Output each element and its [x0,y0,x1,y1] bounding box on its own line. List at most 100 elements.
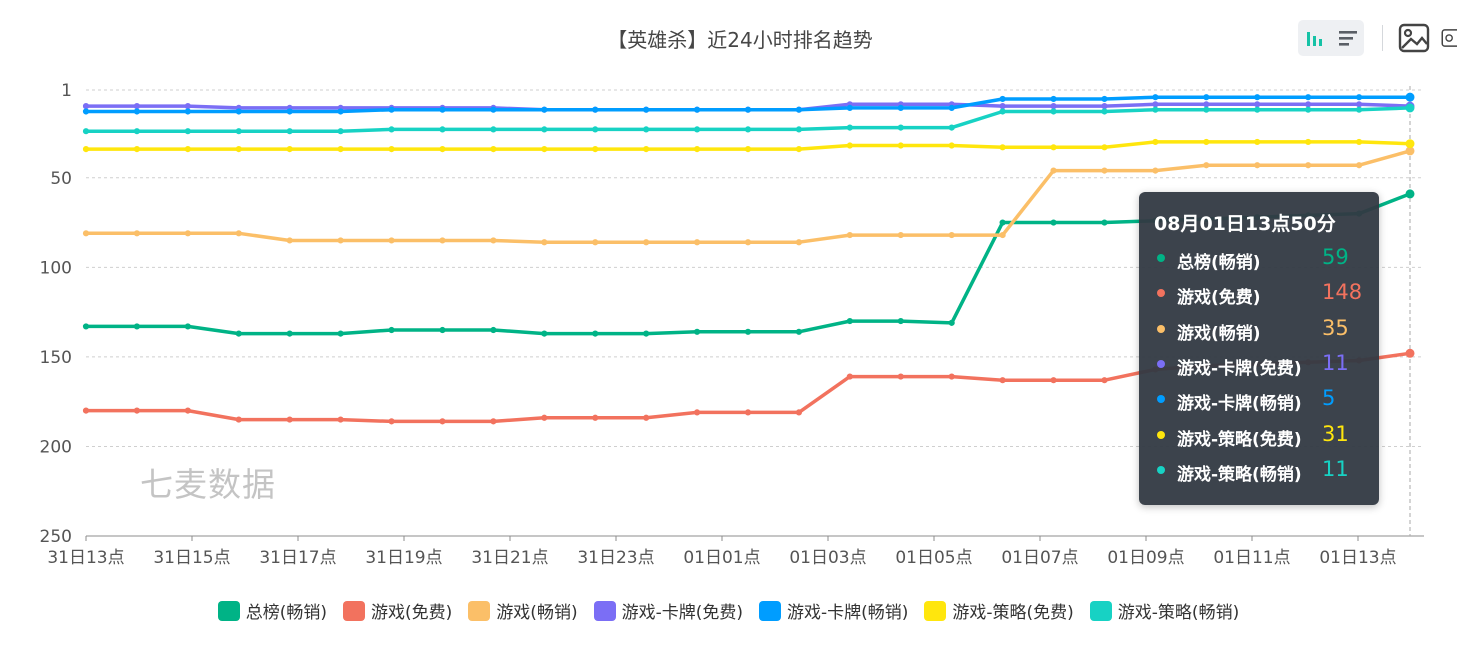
data-point [286,108,293,115]
data-point [795,126,803,133]
data-point [541,239,548,246]
series-6 [82,138,1415,153]
tooltip-dot [1157,254,1165,262]
data-point [388,126,395,133]
y-tick-label: 250 [40,527,72,547]
data-point [82,407,90,414]
data-point [592,414,599,421]
data-point [439,126,446,133]
x-tick-label: 01日13点 [1319,548,1396,568]
tooltip-value: 59 [1322,245,1349,269]
data-point [948,104,955,112]
data-point [999,231,1006,239]
tooltip-series-name: 游戏(畅销) [1177,323,1261,344]
data-point [1152,101,1159,108]
data-point [235,128,242,135]
series-3 [82,146,1415,246]
data-point [795,106,803,113]
data-point [82,146,90,153]
data-point [897,104,904,112]
data-point [1405,348,1415,358]
data-point [1101,103,1108,110]
data-point [541,330,548,337]
tooltip-series-name: 总榜(畅销) [1177,253,1261,273]
data-point [337,128,344,135]
data-point [1405,103,1415,113]
data-point [337,108,344,115]
data-point [592,239,599,246]
data-point [1152,94,1159,101]
x-tick-label: 31日21点 [471,548,548,568]
data-point [948,231,955,239]
data-point [133,407,141,414]
data-point [948,373,955,380]
data-point [1203,101,1210,108]
data-point [1152,167,1159,174]
chart-title: 【英雄杀】近24小时排名趋势 [607,28,873,52]
tooltip-row: 游戏-卡牌(畅销) 5 [1139,384,1379,414]
legend-item[interactable]: 游戏-策略(免费) [924,598,1074,623]
data-point [439,418,446,425]
image-save-icon[interactable] [1397,21,1431,55]
x-tick-label: 31日19点 [365,548,442,568]
data-point [439,326,446,334]
legend-label: 游戏-策略(畅销) [1117,603,1240,623]
y-tick-label: 100 [40,258,72,278]
data-point [184,230,191,237]
tooltip-value: 11 [1322,456,1349,481]
data-point [1152,138,1159,146]
data-point [235,230,242,237]
tooltip-title: 08月01日13点50分 [1154,213,1336,235]
tooltip: 08月01日13点50分 总榜(畅销) 59 游戏(免费) 148 游戏(畅销) 35 游戏… [1139,192,1379,505]
data-point [897,124,904,131]
legend-item[interactable]: 游戏(免费) [343,598,452,623]
legend-swatch [343,600,366,621]
y-tick-label: 1 [61,81,72,101]
data-point [1101,95,1108,103]
data-point [1305,106,1312,113]
data-point [286,330,293,337]
data-point [693,409,701,416]
data-point [592,146,599,153]
data-point [643,126,650,133]
tooltip-series-name: 游戏-卡牌(畅销) [1177,394,1302,415]
tooltip-row: 游戏-策略(畅销) 11 [1139,455,1379,485]
bar-chart-icon[interactable] [1302,25,1328,51]
data-point [1050,95,1057,103]
data-point [337,330,344,337]
y-tick-label: 50 [50,169,72,189]
data-point [1254,138,1261,146]
data-point [693,126,701,133]
legend-item[interactable]: 游戏-策略(畅销) [1089,598,1240,623]
restore-icon[interactable] [1441,21,1457,55]
legend-label: 游戏-卡牌(免费) [621,603,743,623]
data-point [693,106,701,113]
data-point [897,317,904,325]
legend-item[interactable]: 游戏-卡牌(免费) [593,598,743,623]
data-point [490,418,497,425]
data-point [795,146,803,153]
legend-item[interactable]: 总榜(畅销) [217,598,327,623]
data-point [133,108,141,115]
data-point [999,219,1006,226]
data-point [897,142,904,149]
tooltip-dot [1157,289,1165,298]
data-point [999,108,1006,115]
legend-swatch [758,600,781,621]
x-tick-label: 31日15点 [153,548,230,568]
legend-item[interactable]: 游戏-卡牌(畅销) [758,598,908,623]
data-point [948,124,955,131]
data-point [184,103,191,110]
legend-item[interactable]: 游戏(畅销) [468,598,578,623]
list-icon[interactable] [1335,25,1361,51]
data-point [82,230,90,237]
y-tick-label: 150 [40,348,72,368]
data-point [490,106,497,113]
data-point [1355,101,1363,108]
data-point [388,326,395,334]
data-point [1254,106,1261,113]
tooltip-dot [1157,465,1165,474]
series-5 [82,92,1415,115]
data-point [82,108,90,115]
tooltip-row: 游戏-策略(免费) 31 [1139,420,1379,450]
